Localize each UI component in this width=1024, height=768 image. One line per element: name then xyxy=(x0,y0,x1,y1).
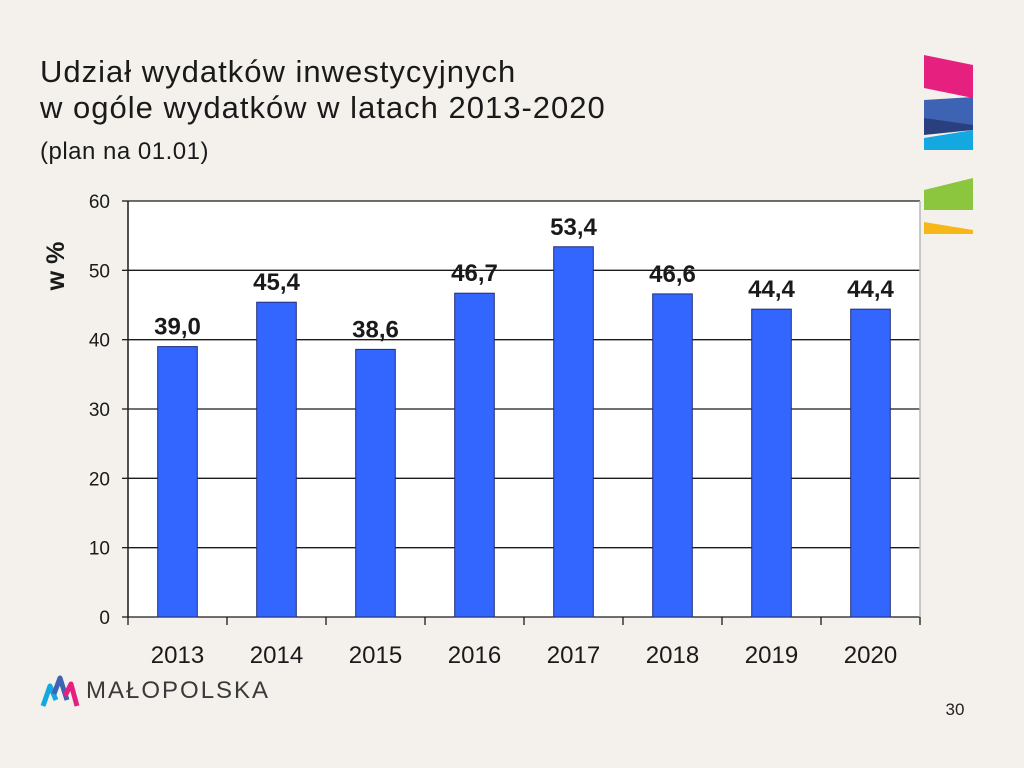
x-tick-label: 2018 xyxy=(646,642,699,669)
y-tick-label: 50 xyxy=(89,261,110,282)
logo-stroke-cyan xyxy=(40,683,59,707)
bar xyxy=(355,348,396,618)
slide-title-line-2: w ogóle wydatków w latach 2013-2020 xyxy=(40,90,606,125)
data-label: 45,4 xyxy=(253,269,300,296)
brand-name: MAŁOPOLSKA xyxy=(86,677,271,704)
data-label: 46,7 xyxy=(451,260,498,287)
deco-stripe-cyan xyxy=(924,130,973,150)
x-tick-label: 2014 xyxy=(250,642,303,669)
x-tick-label: 2015 xyxy=(349,642,402,669)
logo-stroke-pink xyxy=(62,681,80,707)
data-label: 44,4 xyxy=(748,276,795,303)
bar xyxy=(454,292,495,618)
x-tick-label: 2017 xyxy=(547,642,600,669)
data-label: 38,6 xyxy=(352,316,399,343)
y-tick-label: 10 xyxy=(89,539,110,560)
malopolska-logo-icon xyxy=(40,675,80,707)
y-tick-label: 0 xyxy=(99,608,110,629)
x-tick-label: 2019 xyxy=(745,642,798,669)
bar xyxy=(850,308,891,618)
bar xyxy=(652,293,693,618)
slide-subtitle: (plan na 01.01) xyxy=(40,138,209,165)
bar-chart: 0 10 20 30 40 50 60 w % 39,0 2013 45,4 2014 38,6 2015… xyxy=(42,192,921,669)
deco-stripe-green xyxy=(924,178,973,210)
y-axis-label: w % xyxy=(42,242,70,292)
slide-title: Udział wydatków inwestycyjnych w ogóle w… xyxy=(40,54,606,126)
data-label: 39,0 xyxy=(154,314,201,341)
slide-title-line-1: Udział wydatków inwestycyjnych xyxy=(40,54,517,89)
data-label: 53,4 xyxy=(550,214,597,241)
bar xyxy=(157,346,198,618)
y-tick-label: 40 xyxy=(89,331,110,352)
corner-color-stripes-icon xyxy=(924,55,973,234)
deco-stripe-navy xyxy=(924,118,973,135)
x-tick-label: 2016 xyxy=(448,642,501,669)
bar xyxy=(553,246,594,618)
data-label: 44,4 xyxy=(847,276,894,303)
bar xyxy=(751,308,792,618)
data-label: 46,6 xyxy=(649,261,696,288)
deco-stripe-pink xyxy=(924,55,973,98)
brand-footer: MAŁOPOLSKA xyxy=(40,674,270,708)
deco-stripe-yellow xyxy=(924,222,973,234)
y-tick-label: 30 xyxy=(89,400,110,421)
page-number: 30 xyxy=(945,700,965,719)
x-tick-label: 2013 xyxy=(151,642,204,669)
x-tick-label: 2020 xyxy=(844,642,897,669)
bar xyxy=(256,301,297,618)
y-tick-label: 60 xyxy=(89,192,110,213)
y-tick-label: 20 xyxy=(89,469,110,490)
